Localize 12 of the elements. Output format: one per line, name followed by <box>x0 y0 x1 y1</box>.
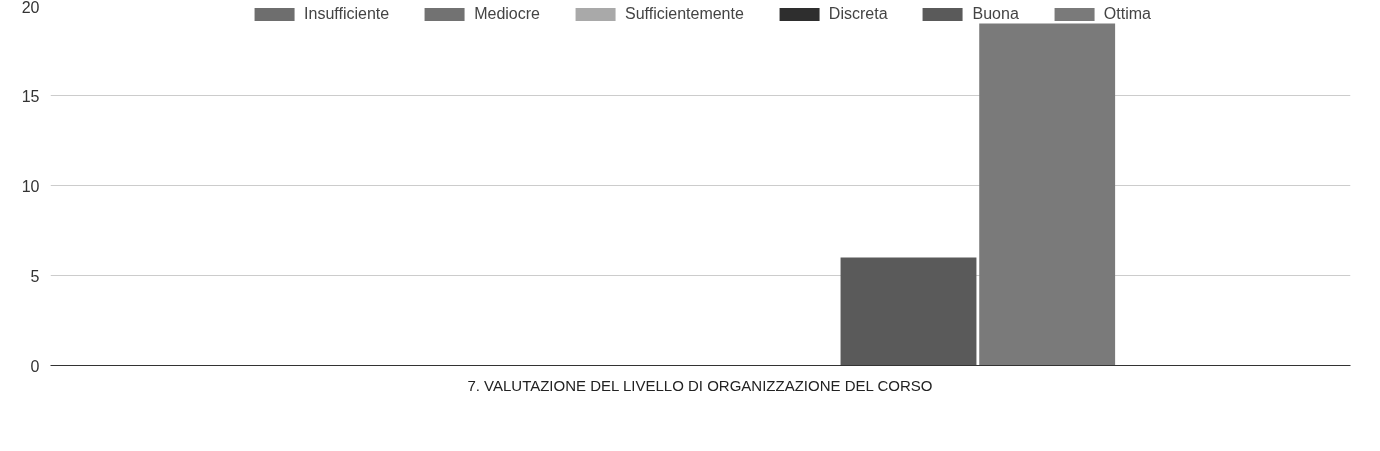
legend-label: Insufficiente <box>304 5 390 23</box>
y-tick-label: 5 <box>30 267 40 285</box>
y-tick-label: 15 <box>21 87 40 105</box>
legend-label: Discreta <box>828 5 888 23</box>
legend-label: Sufficientemente <box>624 5 744 23</box>
y-tick-label: 10 <box>21 177 40 195</box>
legend-label: Mediocre <box>474 5 540 23</box>
legend-label: Ottima <box>1103 5 1151 23</box>
x-tick-label: 7. VALUTAZIONE DEL LIVELLO DI ORGANIZZAZIONE DEL CORSO <box>467 376 933 394</box>
y-tick-label: 0 <box>30 357 40 375</box>
y-tick-label: 20 <box>21 0 40 16</box>
legend-label: Buona <box>972 5 1019 23</box>
